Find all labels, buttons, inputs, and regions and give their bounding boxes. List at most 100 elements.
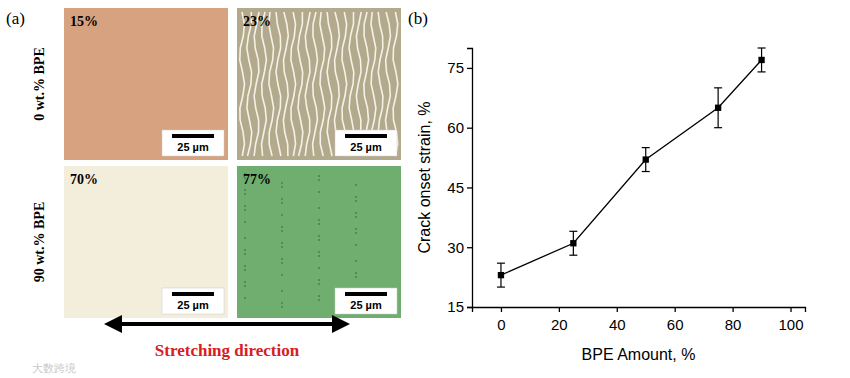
speckle [244, 189, 246, 191]
arrow-head [104, 315, 122, 333]
speckle [355, 200, 357, 202]
tick: 45 [447, 179, 472, 196]
speckle [281, 202, 283, 204]
tick-mark [467, 247, 472, 248]
speckle [244, 237, 246, 239]
crack [327, 12, 332, 156]
speckle [355, 260, 357, 262]
tick: 40 [609, 307, 626, 333]
scale-bar [345, 292, 387, 296]
speckle [318, 207, 320, 209]
tick: 80 [725, 307, 742, 333]
crack [320, 12, 325, 156]
tick-label: 15 [447, 298, 464, 315]
tick-mark [467, 307, 472, 308]
tick: 15 [447, 298, 472, 315]
speckle [318, 235, 320, 237]
crack [283, 12, 288, 156]
speckle [281, 262, 283, 264]
data-line [501, 60, 762, 275]
speckle [281, 274, 283, 276]
speckle [281, 290, 283, 292]
x-axis: 0 20 40 60 80 100 [473, 307, 806, 333]
speckle [281, 306, 283, 308]
micrograph-image [237, 166, 401, 318]
plot-area [497, 48, 766, 287]
error-bar-cap [642, 171, 650, 172]
speckle [244, 285, 246, 287]
speckle [318, 295, 320, 297]
error-bar-cap [569, 231, 577, 232]
tick-label: 100 [779, 316, 804, 333]
speckle [244, 281, 246, 283]
error-bar [569, 231, 577, 255]
crack [291, 12, 296, 156]
scale-bar [172, 134, 214, 138]
tick-mark [467, 187, 472, 188]
micrograph-image [237, 8, 401, 160]
speckle [355, 228, 357, 230]
crack [247, 12, 252, 156]
data-point [758, 57, 764, 63]
tick-label: 75 [447, 59, 464, 76]
tick-mark [617, 307, 618, 312]
speckle [355, 232, 357, 234]
tick: 60 [447, 119, 472, 136]
crack [254, 12, 259, 156]
error-bar [497, 263, 505, 287]
tick-mark [467, 68, 472, 69]
scale-bar-box [335, 288, 397, 314]
speckle [281, 246, 283, 248]
watermark: 大数跨境 [32, 362, 76, 374]
scale-bar-box [335, 130, 397, 156]
micrograph-image [64, 166, 228, 318]
scale-bar-box [162, 288, 224, 314]
speckle [355, 212, 357, 214]
tick-mark [501, 307, 502, 312]
tick-label: 20 [551, 316, 568, 333]
speckle [355, 216, 357, 218]
crack-texture [240, 12, 398, 156]
error-bar-cap [569, 255, 577, 256]
scale-bar-box [162, 130, 224, 156]
speckle [355, 272, 357, 274]
speckle [244, 249, 246, 251]
tick-mark [675, 307, 676, 312]
micrograph-image [64, 8, 228, 160]
error-bar [758, 48, 766, 72]
tick-label: 40 [609, 316, 626, 333]
speckle [318, 239, 320, 241]
crack [240, 12, 245, 156]
tick-label: 0 [497, 316, 505, 333]
y-axis: 15 30 45 60 75 [447, 49, 472, 316]
data-point [498, 272, 504, 278]
speckle [244, 209, 246, 211]
micrograph: 70%25 µm [64, 166, 228, 318]
tick: 100 [779, 307, 804, 333]
scale-bar [345, 134, 387, 138]
strain-label: 23% [243, 14, 271, 29]
scale-bar-label: 25 µm [350, 299, 382, 311]
speckle [318, 255, 320, 257]
tick: 75 [447, 59, 472, 76]
strain-label: 70% [70, 172, 98, 187]
data-point [715, 105, 721, 111]
speckle [281, 198, 283, 200]
speckle [355, 196, 357, 198]
crack [276, 12, 281, 156]
tick-label: 45 [447, 179, 464, 196]
speckle [355, 244, 357, 246]
speckle [318, 251, 320, 253]
speckle [281, 214, 283, 216]
speckle [318, 219, 320, 221]
speckle [318, 179, 320, 181]
speckle [281, 302, 283, 304]
tick-mark [790, 307, 791, 312]
speckle [244, 221, 246, 223]
tick-label: 60 [667, 316, 684, 333]
tick-label: 30 [447, 239, 464, 256]
speckle [355, 276, 357, 278]
speckle [281, 182, 283, 184]
tick: 0 [497, 307, 505, 333]
y-axis-title: Crack onset strain, % [416, 101, 433, 253]
